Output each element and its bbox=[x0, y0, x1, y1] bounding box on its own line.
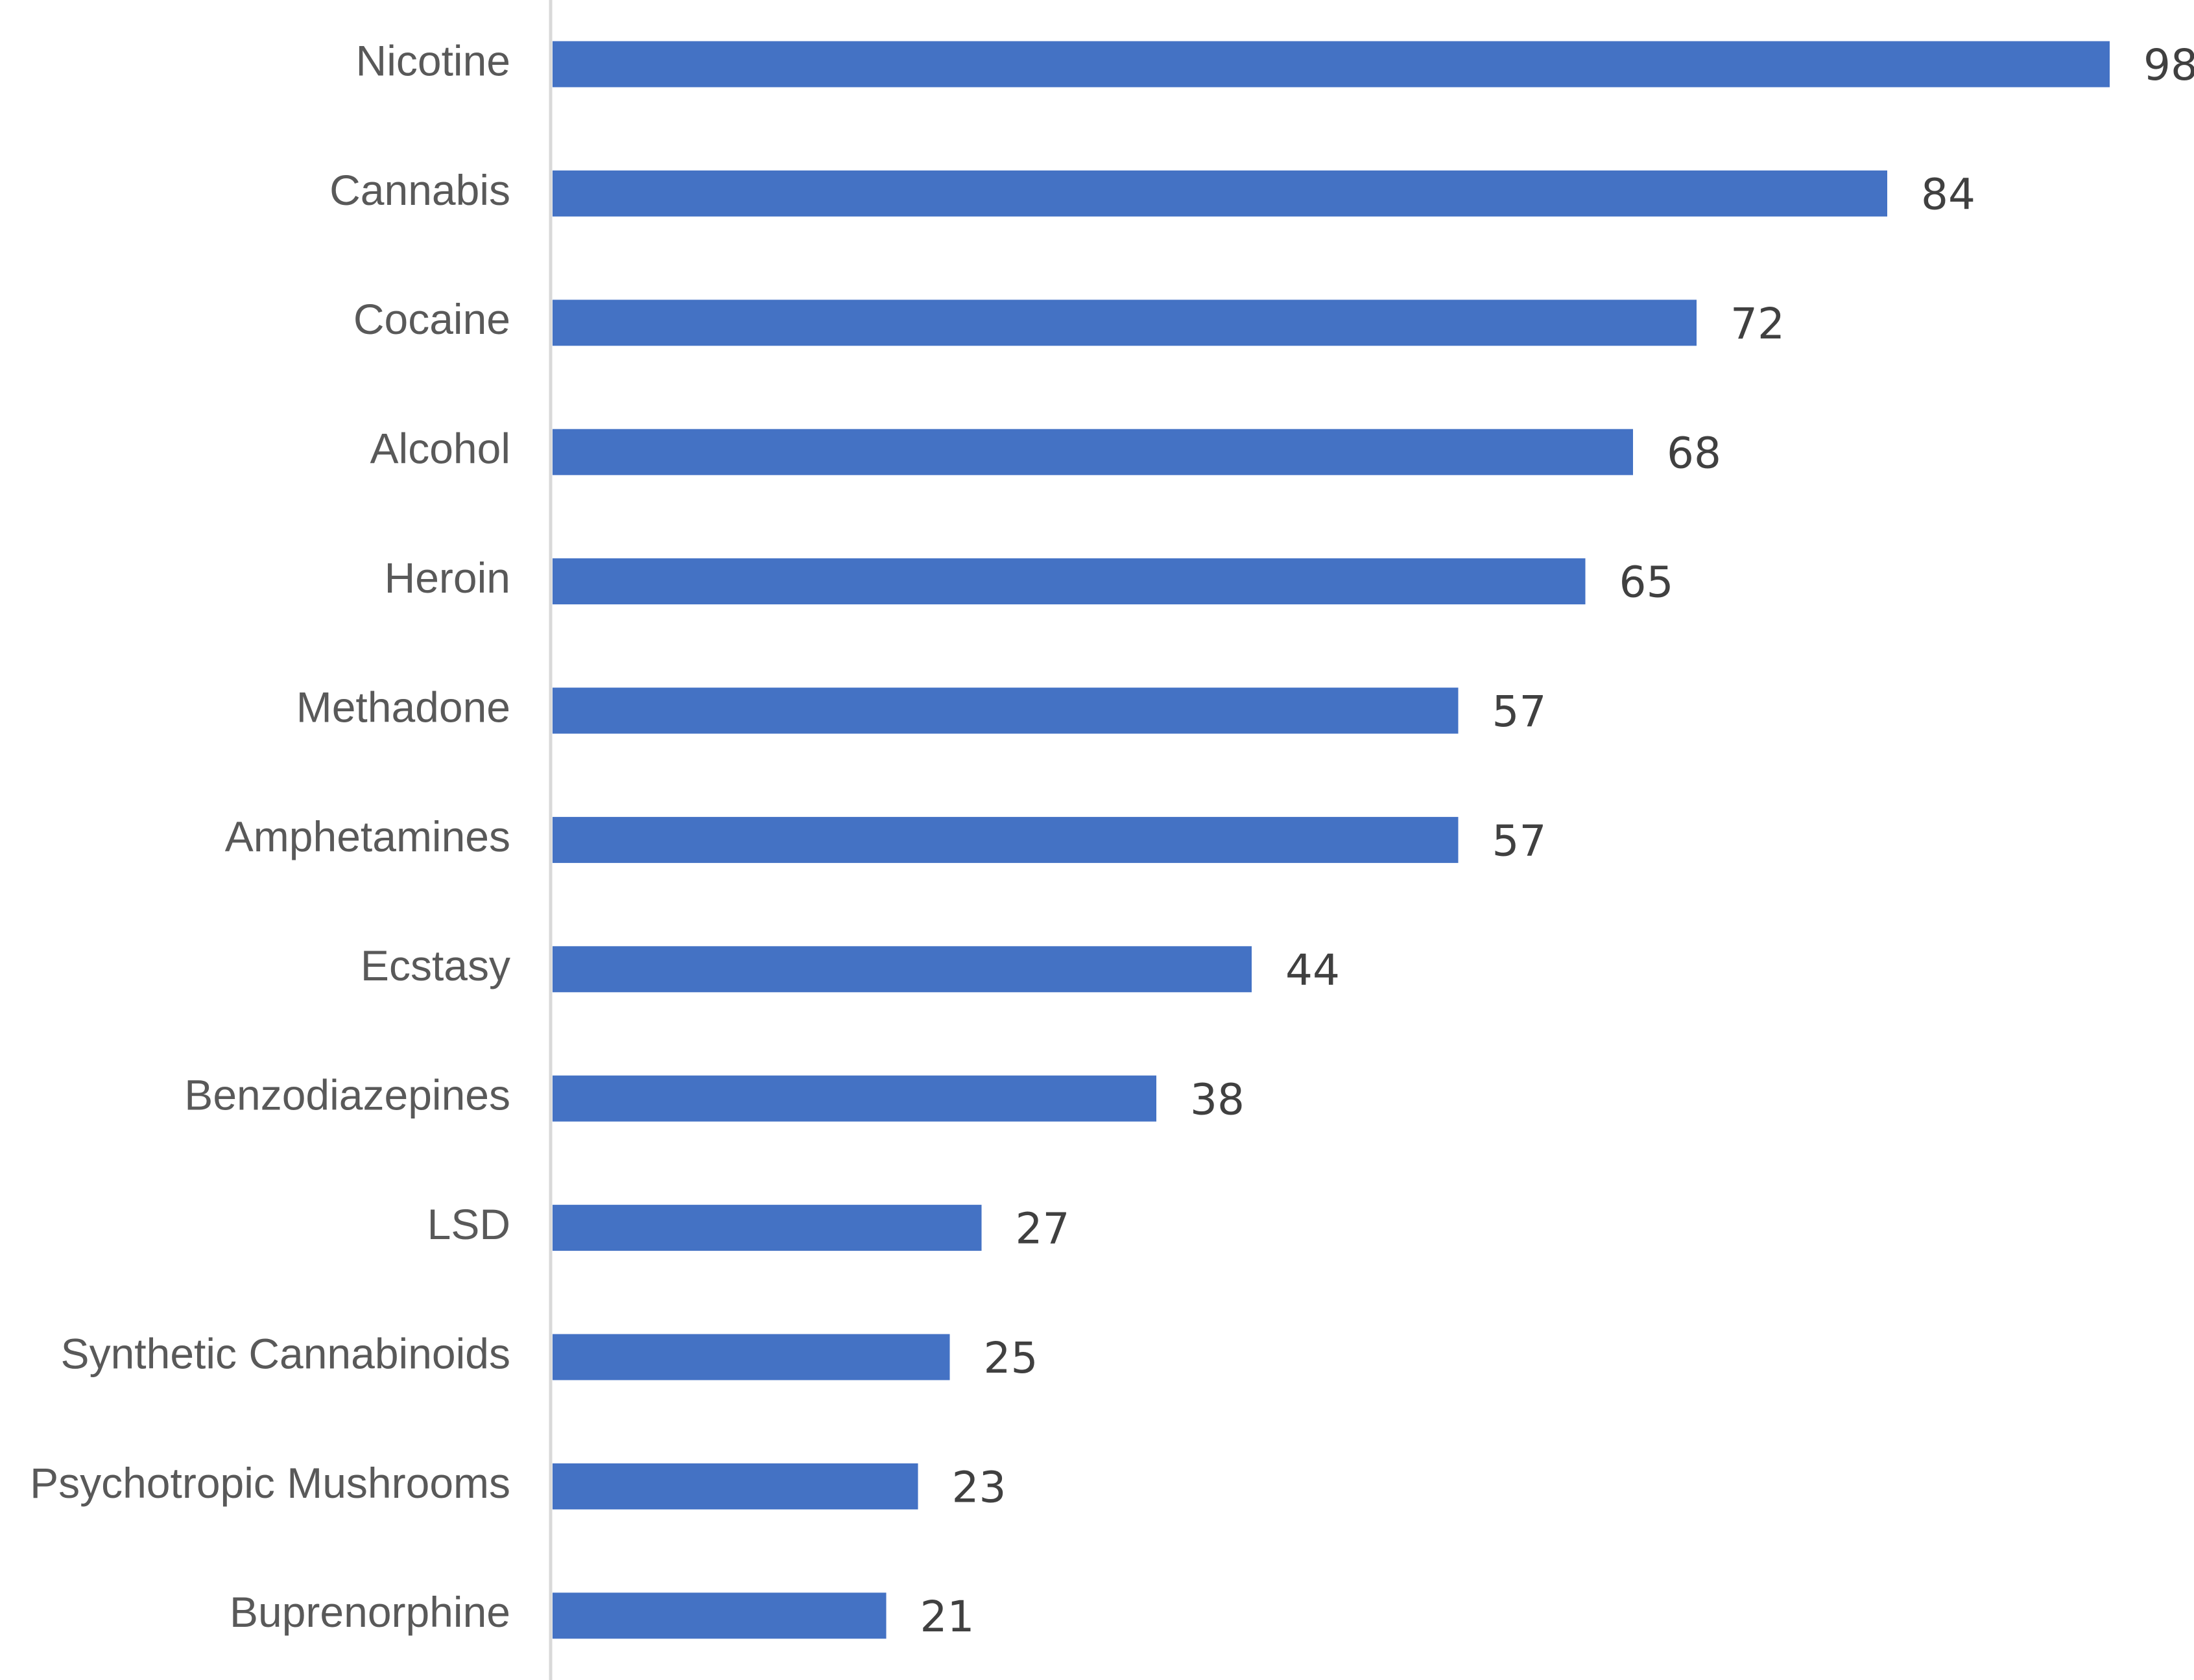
bar bbox=[553, 687, 1459, 734]
value-label: 72 bbox=[1730, 299, 1785, 349]
bar bbox=[553, 946, 1252, 993]
value-label: 98 bbox=[2143, 40, 2194, 90]
bar bbox=[553, 1334, 950, 1380]
category-label: Psychotropic Mushrooms bbox=[30, 1459, 510, 1507]
value-label: 57 bbox=[1492, 816, 1547, 866]
category-label: Amphetamines bbox=[225, 812, 510, 860]
value-label: 44 bbox=[1285, 945, 1340, 995]
value-label: 84 bbox=[1921, 169, 1975, 219]
value-label: 27 bbox=[1016, 1204, 1070, 1254]
category-label: Alcohol bbox=[370, 425, 510, 473]
category-label: Heroin bbox=[385, 554, 510, 602]
bar bbox=[553, 558, 1586, 605]
category-label: Synthetic Cannabinoids bbox=[61, 1329, 510, 1377]
value-label: 21 bbox=[920, 1592, 975, 1642]
value-label: 38 bbox=[1190, 1074, 1245, 1124]
category-label: Ecstasy bbox=[361, 941, 510, 989]
value-label: 65 bbox=[1619, 558, 1674, 608]
category-label: Benzodiazepines bbox=[184, 1071, 510, 1119]
category-label: Nicotine bbox=[356, 36, 510, 84]
category-label: Buprenorphine bbox=[230, 1588, 510, 1636]
bar bbox=[553, 1592, 887, 1639]
category-label: LSD bbox=[427, 1200, 510, 1248]
category-label: Methadone bbox=[296, 683, 510, 731]
category-label: Cocaine bbox=[353, 295, 510, 343]
bar bbox=[553, 1075, 1156, 1122]
bar bbox=[553, 429, 1633, 475]
value-label: 25 bbox=[984, 1333, 1038, 1383]
bar bbox=[553, 300, 1697, 346]
value-label: 68 bbox=[1667, 428, 1721, 478]
category-label: Cannabis bbox=[329, 166, 510, 214]
bar bbox=[553, 1205, 982, 1251]
value-label: 23 bbox=[952, 1462, 1007, 1512]
bar bbox=[553, 1463, 918, 1509]
bar bbox=[553, 816, 1459, 863]
bar bbox=[553, 170, 1887, 217]
value-label: 57 bbox=[1492, 687, 1547, 737]
bar bbox=[553, 41, 2110, 88]
